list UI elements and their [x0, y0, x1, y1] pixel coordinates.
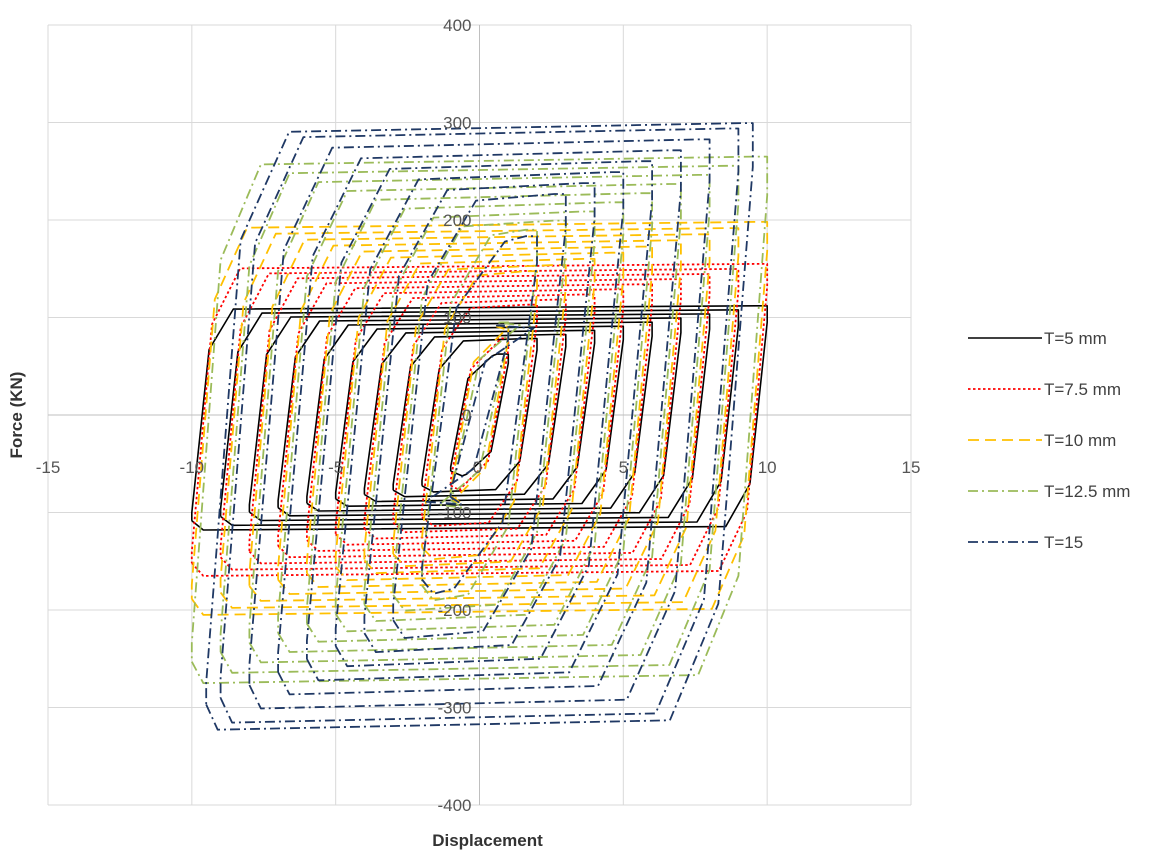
hysteresis-loop: [392, 193, 567, 639]
legend-item: T=7.5 mm: [968, 380, 1121, 399]
y-tick-label: -400: [437, 796, 471, 815]
legend-label: T=12.5 mm: [1044, 482, 1130, 501]
y-tick-label: 200: [443, 211, 471, 230]
hysteresis-loop: [191, 305, 768, 531]
hysteresis-loop: [219, 268, 740, 571]
hysteresis-loop: [363, 258, 596, 574]
hysteresis-loop: [190, 221, 769, 616]
hysteresis-loop: [438, 321, 521, 509]
tick-labels: -15 -10 -5 0 5 10 15 -400 -300 -200 -100 0 100 200 300…: [36, 16, 921, 815]
legend-item: T=10 mm: [968, 431, 1116, 450]
legend-item: T=5 mm: [968, 329, 1107, 348]
hysteresis-loop: [392, 264, 567, 567]
x-tick-label: -5: [328, 458, 343, 477]
y-tick-label: 0: [462, 406, 471, 425]
legend-label: T=10 mm: [1044, 431, 1116, 450]
y-axis-title: Force (KN): [7, 372, 26, 459]
hysteresis-loop: [248, 233, 711, 602]
hysteresis-loop: [306, 192, 653, 643]
hysteresis-loop: [424, 324, 535, 506]
hysteresis-loop: [219, 309, 740, 527]
hysteresis-loop: [334, 325, 625, 507]
x-tick-label: 5: [619, 458, 628, 477]
y-tick-label: 100: [443, 309, 471, 328]
y-tick-label: -100: [437, 504, 471, 523]
x-tick-label: -10: [180, 458, 205, 477]
hysteresis-loop: [277, 149, 682, 696]
legend: T=5 mm T=7.5 mm T=10 mm T=12.5 mm T=15: [968, 329, 1130, 552]
legend-label: T=15: [1044, 533, 1083, 552]
hysteresis-loop: [205, 122, 754, 731]
y-tick-label: 300: [443, 114, 471, 133]
hysteresis-loop: [248, 313, 711, 522]
data-series-group: [190, 122, 769, 731]
hysteresis-loop: [219, 227, 740, 609]
hysteresis-loop: [248, 273, 711, 565]
hysteresis-loop: [421, 337, 538, 493]
x-tick-label: 10: [758, 458, 777, 477]
x-tick-label: 15: [902, 458, 921, 477]
hysteresis-loop: [363, 182, 596, 653]
series-t-5-mm: [191, 305, 768, 531]
hysteresis-loop: [306, 283, 653, 552]
hysteresis-loop: [306, 321, 653, 512]
hysteresis-loop: [334, 251, 625, 581]
hysteresis-loop: [392, 333, 567, 498]
hysteresis-loop: [248, 138, 711, 710]
hysteresis-loop: [334, 171, 625, 668]
hysteresis-loop: [219, 127, 740, 724]
x-axis-title: Displacement: [432, 831, 543, 850]
legend-label: T=7.5 mm: [1044, 380, 1121, 399]
series-t-15: [205, 122, 754, 731]
hysteresis-loop: [277, 317, 682, 517]
legend-item: T=15: [968, 533, 1083, 552]
legend-item: T=12.5 mm: [968, 482, 1130, 501]
hysteresis-loop: [421, 303, 538, 527]
hysteresis-loop: [392, 298, 567, 534]
hysteresis-loop: [277, 278, 682, 559]
hysteresis-loop: [421, 228, 538, 602]
y-tick-label: -300: [437, 699, 471, 718]
legend-label: T=5 mm: [1044, 329, 1107, 348]
x-tick-label: -15: [36, 458, 61, 477]
hysteresis-loop: [421, 270, 538, 561]
hysteresis-loop: [363, 329, 596, 503]
hysteresis-loop: [190, 263, 769, 577]
hysteresis-loop: [190, 155, 769, 684]
x-tick-label: 0: [473, 458, 482, 477]
y-tick-label: 400: [443, 16, 471, 35]
hysteresis-loop: [421, 235, 538, 595]
hysteresis-loop: [277, 239, 682, 595]
y-tick-label: -200: [437, 601, 471, 620]
